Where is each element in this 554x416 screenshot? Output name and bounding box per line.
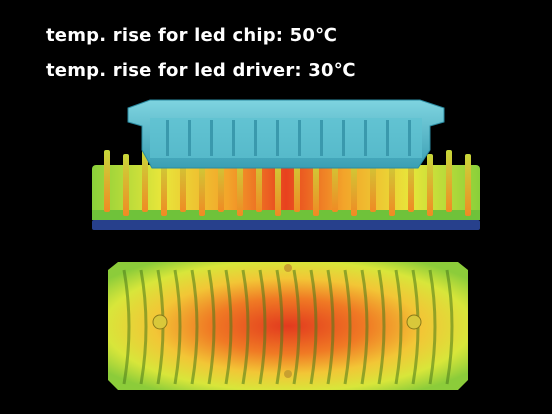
- upper-fin: [389, 154, 395, 216]
- housing-rib: [188, 120, 191, 156]
- housing-rib: [342, 120, 345, 156]
- lower-fin: [258, 269, 267, 385]
- lower-fin: [190, 269, 199, 385]
- upper-fin: [351, 154, 357, 216]
- lower-fin: [139, 269, 148, 385]
- lower-fin: [292, 269, 301, 385]
- lower-fin: [173, 269, 182, 385]
- lower-fin: [445, 269, 454, 385]
- housing-rib: [166, 120, 169, 156]
- housing-rib: [386, 120, 389, 156]
- upper-fin: [313, 154, 319, 216]
- lower-fins: [122, 269, 454, 385]
- lower-fin: [224, 269, 233, 385]
- lower-fin: [394, 269, 403, 385]
- lower-fin: [241, 269, 250, 385]
- housing-rib: [320, 120, 323, 156]
- upper-fin: [161, 154, 167, 216]
- lower-heat-sink: [108, 262, 468, 390]
- housing-rib: [276, 120, 279, 156]
- upper-fin: [142, 150, 148, 212]
- upper-fin: [427, 154, 433, 216]
- lower-fin: [326, 269, 335, 385]
- lower-fin: [122, 269, 131, 385]
- housing-rib: [232, 120, 235, 156]
- upper-fin: [446, 150, 452, 212]
- housing-rib: [408, 120, 411, 156]
- upper-fin: [275, 154, 281, 216]
- upper-fin: [199, 154, 205, 216]
- lower-fin: [428, 269, 437, 385]
- driver-housing: [127, 99, 445, 169]
- lower-fin: [343, 269, 352, 385]
- housing-ribs: [166, 120, 411, 156]
- lower-fin: [377, 269, 386, 385]
- lower-fin: [207, 269, 216, 385]
- housing-rib: [298, 120, 301, 156]
- lower-fin: [275, 269, 284, 385]
- lower-fin: [360, 269, 369, 385]
- upper-fin: [237, 154, 243, 216]
- upper-fin: [104, 150, 110, 212]
- driver-temperature-caption: temp. rise for led driver: 30℃: [46, 60, 356, 81]
- housing-rib: [364, 120, 367, 156]
- lower-fin: [309, 269, 318, 385]
- housing-rib: [254, 120, 257, 156]
- upper-fin: [123, 154, 129, 216]
- upper-fin: [465, 154, 471, 216]
- housing-rib: [210, 120, 213, 156]
- chip-temperature-caption: temp. rise for led chip: 50℃: [46, 25, 338, 46]
